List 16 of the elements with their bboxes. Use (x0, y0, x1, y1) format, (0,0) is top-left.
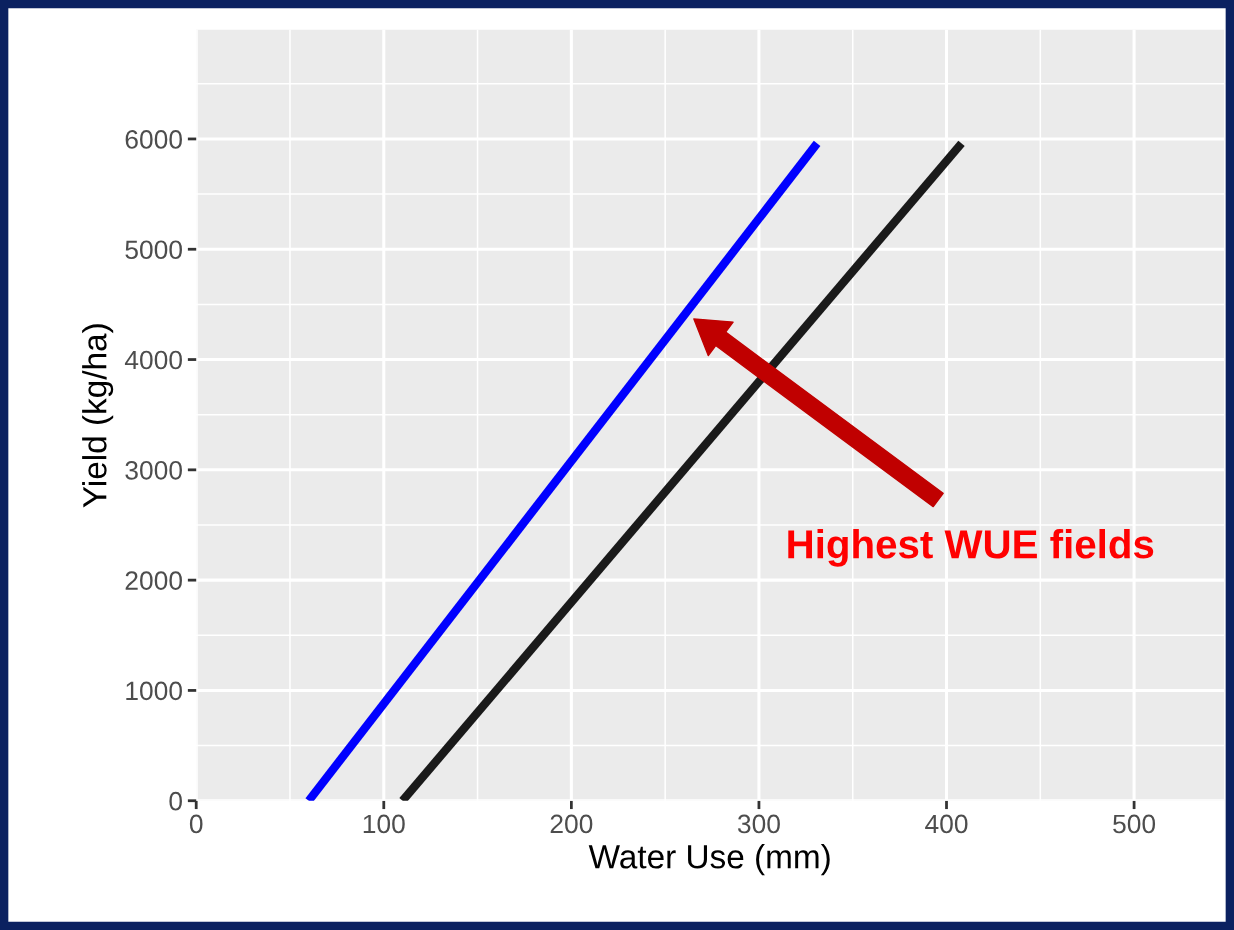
x-tick-label: 100 (363, 814, 405, 834)
y-axis-title: Yield (kg/ha) (82, 324, 114, 508)
y-tick-label: 3000 (125, 460, 182, 480)
y-tick-label: 5000 (125, 240, 182, 260)
y-tick-label: 1000 (126, 681, 182, 701)
y-tick-label: 4000 (124, 350, 182, 370)
y-tick-label: 0 (169, 791, 182, 811)
x-tick-label: 500 (1113, 814, 1156, 834)
x-tick-label: 200 (550, 814, 593, 834)
x-axis-title: Water Use (mm) (588, 844, 830, 876)
x-tick-label: 300 (737, 814, 780, 834)
x-tick-label: 400 (925, 814, 968, 834)
y-tick-label: 6000 (125, 130, 182, 149)
y-tick-label: 2000 (125, 571, 182, 590)
x-tick-label: 0 (189, 814, 203, 834)
annotation: Highest WUE fields (788, 528, 1154, 567)
